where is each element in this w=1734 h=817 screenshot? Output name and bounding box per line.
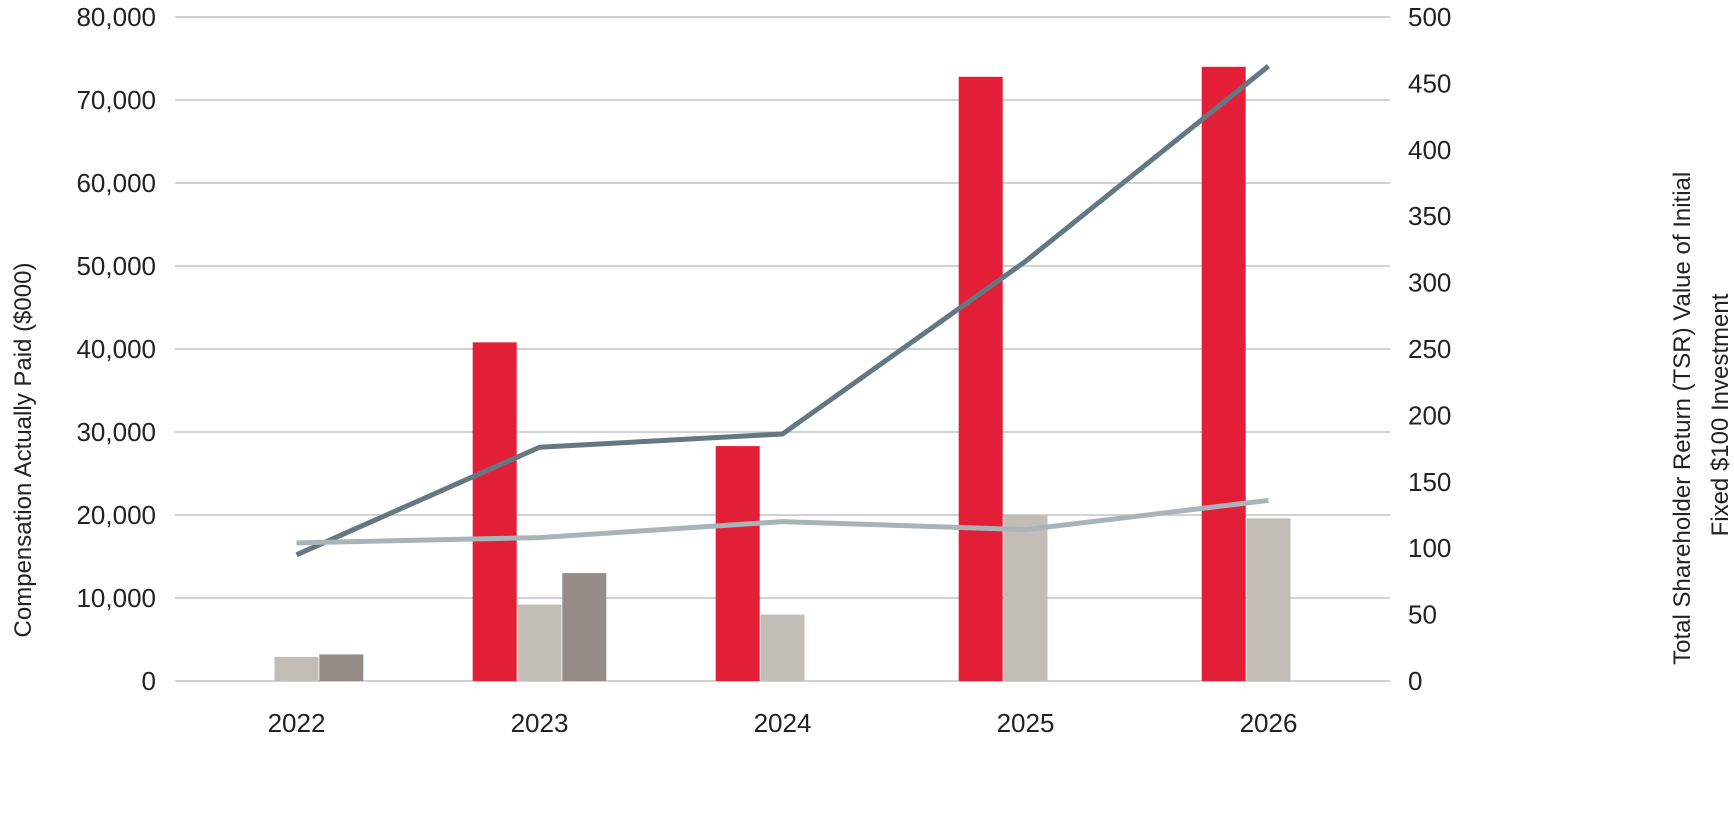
left-tick-label: 80,000: [76, 2, 156, 32]
right-axis-title-line-2: Fixed $100 Investment: [1707, 293, 1734, 536]
right-axis-title: Total Shareholder Return (TSR) Value of …: [1669, 165, 1734, 665]
right-tick-label: 50: [1408, 600, 1437, 630]
right-axis-title-line-1: Total Shareholder Return (TSR) Value of …: [1669, 172, 1696, 665]
right-tick-label: 500: [1408, 2, 1451, 32]
bar: [517, 604, 562, 681]
line-series: [295, 64, 1271, 558]
left-axis-title: Compensation Actually Paid ($000): [10, 263, 37, 638]
bar: [1246, 518, 1291, 681]
left-tick-label: 50,000: [76, 251, 156, 281]
bar: [1003, 515, 1048, 681]
gridlines: [175, 16, 1390, 682]
x-tick-label: 2024: [754, 708, 812, 738]
bar: [958, 76, 1003, 681]
bar: [715, 446, 760, 681]
left-tick-label: 10,000: [76, 583, 156, 613]
x-tick-label: 2025: [997, 708, 1055, 738]
bar: [274, 656, 319, 681]
right-tick-label: 400: [1408, 135, 1451, 165]
left-tick-label: 30,000: [76, 417, 156, 447]
right-tick-label: 350: [1408, 201, 1451, 231]
left-tick-label: 40,000: [76, 334, 156, 364]
left-tick-label: 0: [142, 666, 156, 696]
right-tick-label: 150: [1408, 467, 1451, 497]
left-axis-ticks: 0 10,000 20,000 30,000 40,000 50,000 60,000 70,…: [76, 2, 156, 696]
left-tick-label: 70,000: [76, 85, 156, 115]
right-tick-label: 200: [1408, 400, 1451, 430]
x-tick-label: 2023: [511, 708, 569, 738]
bar: [1201, 66, 1246, 682]
x-axis-ticks: 2022 2023 2024 2025 2026: [268, 708, 1298, 738]
left-tick-label: 60,000: [76, 168, 156, 198]
right-tick-label: 250: [1408, 334, 1451, 364]
x-tick-label: 2026: [1240, 708, 1298, 738]
right-tick-label: 300: [1408, 268, 1451, 298]
x-tick-label: 2022: [268, 708, 326, 738]
right-tick-label: 100: [1408, 533, 1451, 563]
left-tick-label: 20,000: [76, 500, 156, 530]
series-line: [296, 497, 1269, 546]
bar-series: [274, 66, 1291, 682]
bar: [319, 654, 364, 681]
right-tick-label: 0: [1408, 666, 1422, 696]
bar: [562, 573, 607, 681]
bar: [760, 614, 805, 681]
bar: [472, 342, 517, 681]
series-line: [295, 64, 1271, 558]
right-axis-ticks: 0 50 100 150 200 250 300 350 400 450 500: [1408, 2, 1451, 696]
right-tick-label: 450: [1408, 68, 1451, 98]
